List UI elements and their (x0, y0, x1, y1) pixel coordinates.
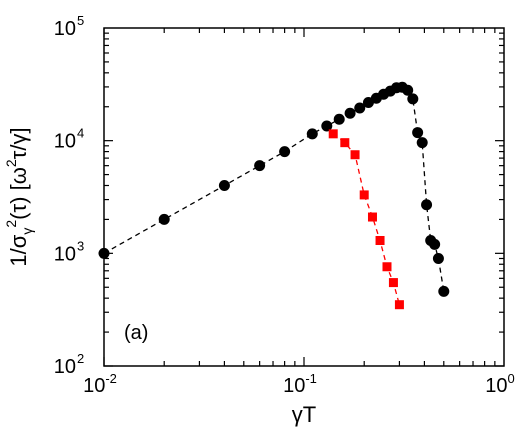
data-point-circle (407, 93, 419, 105)
data-point-circle (98, 247, 110, 259)
data-point-circle (402, 84, 414, 96)
x-axis-label: γT (292, 402, 316, 427)
data-point-circle (354, 102, 366, 114)
data-point-square (367, 212, 377, 222)
data-point-circle (421, 199, 433, 211)
data-point-circle (254, 160, 266, 172)
y-axis-label: 1/σγ2(τ) [ω2τ/γ] (3, 127, 35, 266)
data-point-square (375, 235, 385, 245)
data-point-circle (321, 120, 333, 132)
y-tick-label: 10 (54, 356, 76, 378)
data-point-circle (344, 107, 356, 119)
data-point-circle (438, 285, 450, 297)
data-point-circle (306, 128, 318, 140)
y-tick-label: 10 (54, 18, 76, 40)
y-tick-label: 10 (54, 243, 76, 265)
series-line-0 (103, 86, 445, 292)
y-tick-exponent: 4 (77, 126, 84, 141)
data-point-square (350, 150, 360, 160)
y-tick-label: 10 (54, 131, 76, 153)
data-point-circle (158, 213, 170, 225)
data-point-square (328, 129, 338, 139)
data-point-circle (279, 146, 291, 158)
y-tick-exponent: 5 (77, 13, 84, 28)
data-point-square (394, 300, 404, 310)
data-point-square (382, 262, 392, 272)
series-layer (98, 81, 450, 310)
y-tick-exponent: 2 (77, 351, 84, 366)
x-tick-label: 100 (485, 371, 514, 397)
data-point-square (359, 190, 369, 200)
plot-frame (103, 27, 505, 367)
data-point-circle (432, 252, 444, 264)
data-point-circle (333, 113, 345, 125)
panel-label: (a) (124, 322, 148, 344)
data-point-circle (416, 137, 428, 149)
y-tick-exponent: 3 (77, 238, 84, 253)
data-point-square (388, 278, 398, 288)
data-point-square (340, 138, 350, 148)
x-tick-label: 10-1 (283, 371, 317, 397)
x-tick-label: 10-2 (83, 371, 117, 397)
data-point-circle (218, 180, 230, 192)
data-point-circle (429, 238, 441, 250)
data-point-circle (412, 127, 424, 139)
